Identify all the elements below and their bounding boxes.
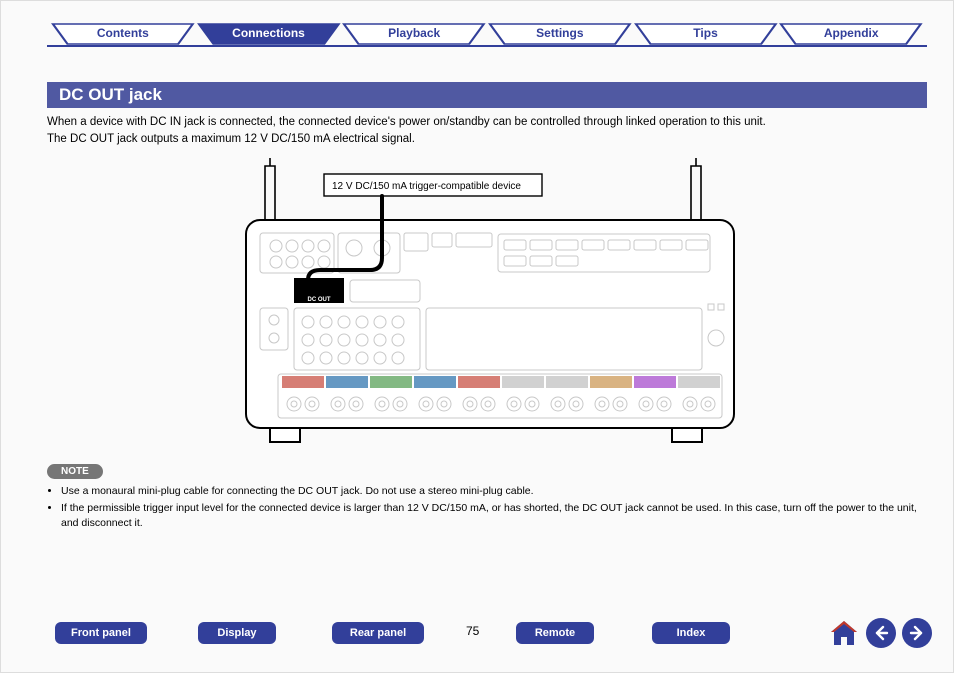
- tab-label: Playback: [388, 26, 440, 40]
- tab-label: Settings: [536, 26, 583, 40]
- tab-contents[interactable]: Contents: [50, 22, 196, 46]
- note-item: If the permissible trigger input level f…: [61, 501, 927, 531]
- note-label: NOTE: [47, 464, 103, 479]
- tab-playback[interactable]: Playback: [341, 22, 487, 46]
- dc-out-label: DC OUT: [308, 297, 331, 303]
- tab-tips[interactable]: Tips: [633, 22, 779, 46]
- prev-page-icon[interactable]: [866, 618, 896, 648]
- rear-panel-button[interactable]: Rear panel: [332, 622, 424, 644]
- next-page-icon[interactable]: [902, 618, 932, 648]
- rear-panel-diagram: DC OUT 12 V DC/150 mA trigger-compatible…: [232, 158, 752, 450]
- callout-text: 12 V DC/150 mA trigger-compatible device: [332, 181, 521, 192]
- index-button[interactable]: Index: [652, 622, 730, 644]
- tab-label: Contents: [97, 26, 149, 40]
- front-panel-button[interactable]: Front panel: [55, 622, 147, 644]
- remote-button[interactable]: Remote: [516, 622, 594, 644]
- tab-settings[interactable]: Settings: [487, 22, 633, 46]
- tab-appendix[interactable]: Appendix: [778, 22, 924, 46]
- display-button[interactable]: Display: [198, 622, 276, 644]
- note-list: Use a monaural mini-plug cable for conne…: [51, 484, 927, 534]
- page-number: 75: [466, 624, 479, 638]
- tabs-underline: [47, 45, 927, 47]
- intro-line: The DC OUT jack outputs a maximum 12 V D…: [47, 131, 927, 148]
- top-tabs: Contents Connections Playback Settings T…: [50, 22, 924, 46]
- tab-label: Appendix: [824, 26, 879, 40]
- tab-label: Connections: [232, 26, 305, 40]
- section-heading: DC OUT jack: [47, 82, 927, 108]
- intro-text: When a device with DC IN jack is connect…: [47, 114, 927, 149]
- tab-connections[interactable]: Connections: [196, 22, 342, 46]
- note-item: Use a monaural mini-plug cable for conne…: [61, 484, 927, 499]
- nav-icons: [828, 617, 932, 649]
- tab-label: Tips: [693, 26, 717, 40]
- intro-line: When a device with DC IN jack is connect…: [47, 114, 927, 131]
- home-icon[interactable]: [828, 617, 860, 649]
